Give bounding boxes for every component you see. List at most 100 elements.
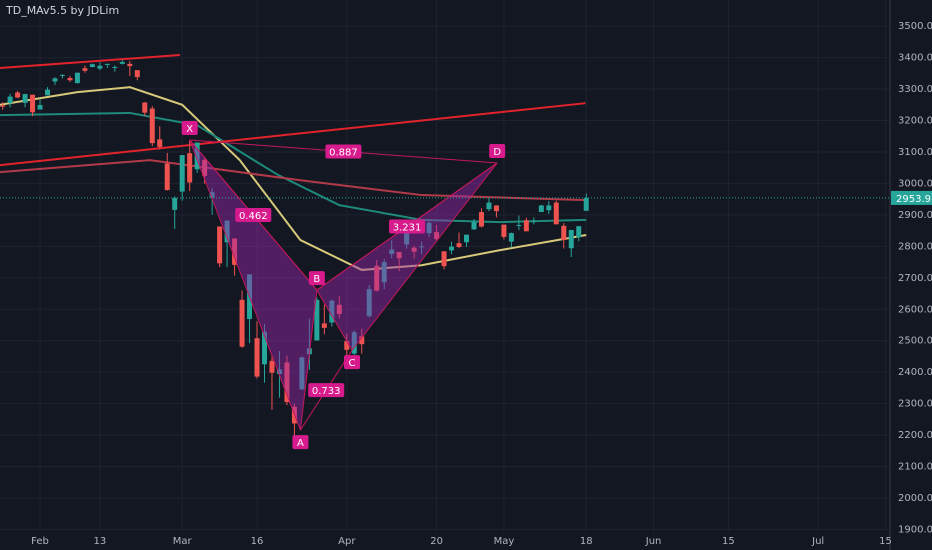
candle-body	[329, 300, 335, 323]
ratio-label: 0.733	[312, 386, 341, 397]
x-tick-label: Jun	[645, 536, 662, 547]
candle-body	[501, 224, 507, 237]
point-label: X	[186, 124, 193, 135]
candle-body	[261, 331, 267, 365]
x-tick-label: 15	[722, 536, 735, 547]
plot: 0.887 0.462 0.733 3.231 X A B C D	[0, 54, 890, 450]
candle-body	[97, 65, 103, 69]
candle-body	[546, 205, 552, 211]
point-box	[292, 435, 309, 450]
y-tick-label: 3000.0	[898, 178, 932, 189]
grid	[0, 0, 890, 532]
candle-body	[344, 341, 350, 350]
candle-body	[359, 336, 365, 345]
point-label: C	[349, 358, 356, 369]
point-label: A	[297, 438, 304, 449]
candle-body	[67, 78, 73, 81]
y-tick-label: 3400.0	[898, 53, 932, 64]
candle-body	[7, 96, 13, 104]
y-tick-label: 2600.0	[898, 304, 932, 315]
candle-body	[52, 78, 58, 82]
point-label: D	[493, 147, 501, 158]
candle-body	[0, 105, 6, 107]
candle-body	[516, 224, 522, 226]
candle-body	[523, 220, 529, 232]
y-tick-label: 3300.0	[898, 84, 932, 95]
candle-body	[179, 155, 185, 192]
candle-body	[232, 238, 238, 265]
candle-body	[239, 299, 245, 347]
y-tick-label: 2000.0	[898, 493, 932, 504]
candle-body	[336, 304, 342, 314]
candle-body	[576, 226, 582, 238]
candle-body	[142, 102, 148, 113]
candle-body	[486, 202, 492, 210]
candle-body	[374, 265, 380, 291]
candle-body	[321, 323, 327, 328]
candle-body	[493, 205, 499, 212]
candle-body	[15, 92, 21, 98]
ratio-box	[325, 144, 362, 159]
candle-body	[254, 338, 260, 377]
point-box	[181, 121, 198, 135]
ratio-box	[235, 208, 272, 223]
candle-body	[22, 94, 28, 103]
candle-body	[531, 220, 537, 222]
y-tick-label: 2200.0	[898, 430, 932, 441]
candle-body	[568, 229, 574, 249]
candle-body	[37, 105, 43, 110]
point-box	[308, 271, 325, 286]
x-tick-label: Apr	[338, 536, 356, 547]
indicator-line	[0, 54, 181, 69]
candle-body	[419, 246, 425, 248]
candle-body	[276, 369, 282, 375]
candle-body	[112, 67, 118, 69]
candle-body	[411, 247, 417, 252]
point-label: B	[313, 274, 320, 285]
indicator-line	[0, 102, 586, 167]
candle-body	[351, 332, 357, 354]
indicator-line	[0, 111, 587, 224]
candle-body	[209, 192, 215, 198]
y-tick-label: 2900.0	[898, 210, 932, 221]
last-price-label: 2953.9	[896, 194, 931, 205]
x-tick-label: May	[494, 536, 515, 547]
indicator-line	[0, 86, 587, 271]
point-box	[344, 355, 361, 370]
candle-body	[583, 197, 589, 211]
x-tick-label: 18	[580, 536, 593, 547]
y-tick-label: 2800.0	[898, 241, 932, 252]
candle-body	[157, 139, 163, 147]
y-tick-label: 2100.0	[898, 462, 932, 473]
candle-body	[224, 220, 230, 243]
x-tick-label: Jul	[811, 536, 824, 547]
candle-body	[426, 222, 432, 234]
candle-body	[89, 64, 95, 68]
y-tick-label: 2500.0	[898, 336, 932, 347]
last-price-box	[891, 190, 932, 205]
candle-body	[187, 153, 193, 183]
candle-body	[389, 249, 395, 254]
candle-body	[449, 246, 455, 251]
ratio-label: 3.231	[393, 223, 422, 234]
candle-body	[471, 221, 477, 230]
ratio-box	[389, 219, 426, 234]
candle-body	[59, 74, 65, 76]
candle-body	[553, 202, 559, 225]
y-tick-label: 2300.0	[898, 399, 932, 410]
candle-body	[269, 360, 275, 373]
y-tick-label: 3100.0	[898, 147, 932, 158]
y-tick-label: 2400.0	[898, 367, 932, 378]
candle-body	[299, 357, 305, 390]
candle-body	[284, 362, 290, 403]
candle-body	[149, 108, 155, 144]
candle-body	[366, 289, 372, 317]
candle-body	[404, 231, 410, 245]
y-tick-label: 1900.0	[898, 524, 932, 535]
candle-body	[82, 68, 88, 71]
candle-body	[104, 63, 110, 65]
candle-body	[381, 262, 387, 283]
candle-body	[508, 233, 514, 242]
